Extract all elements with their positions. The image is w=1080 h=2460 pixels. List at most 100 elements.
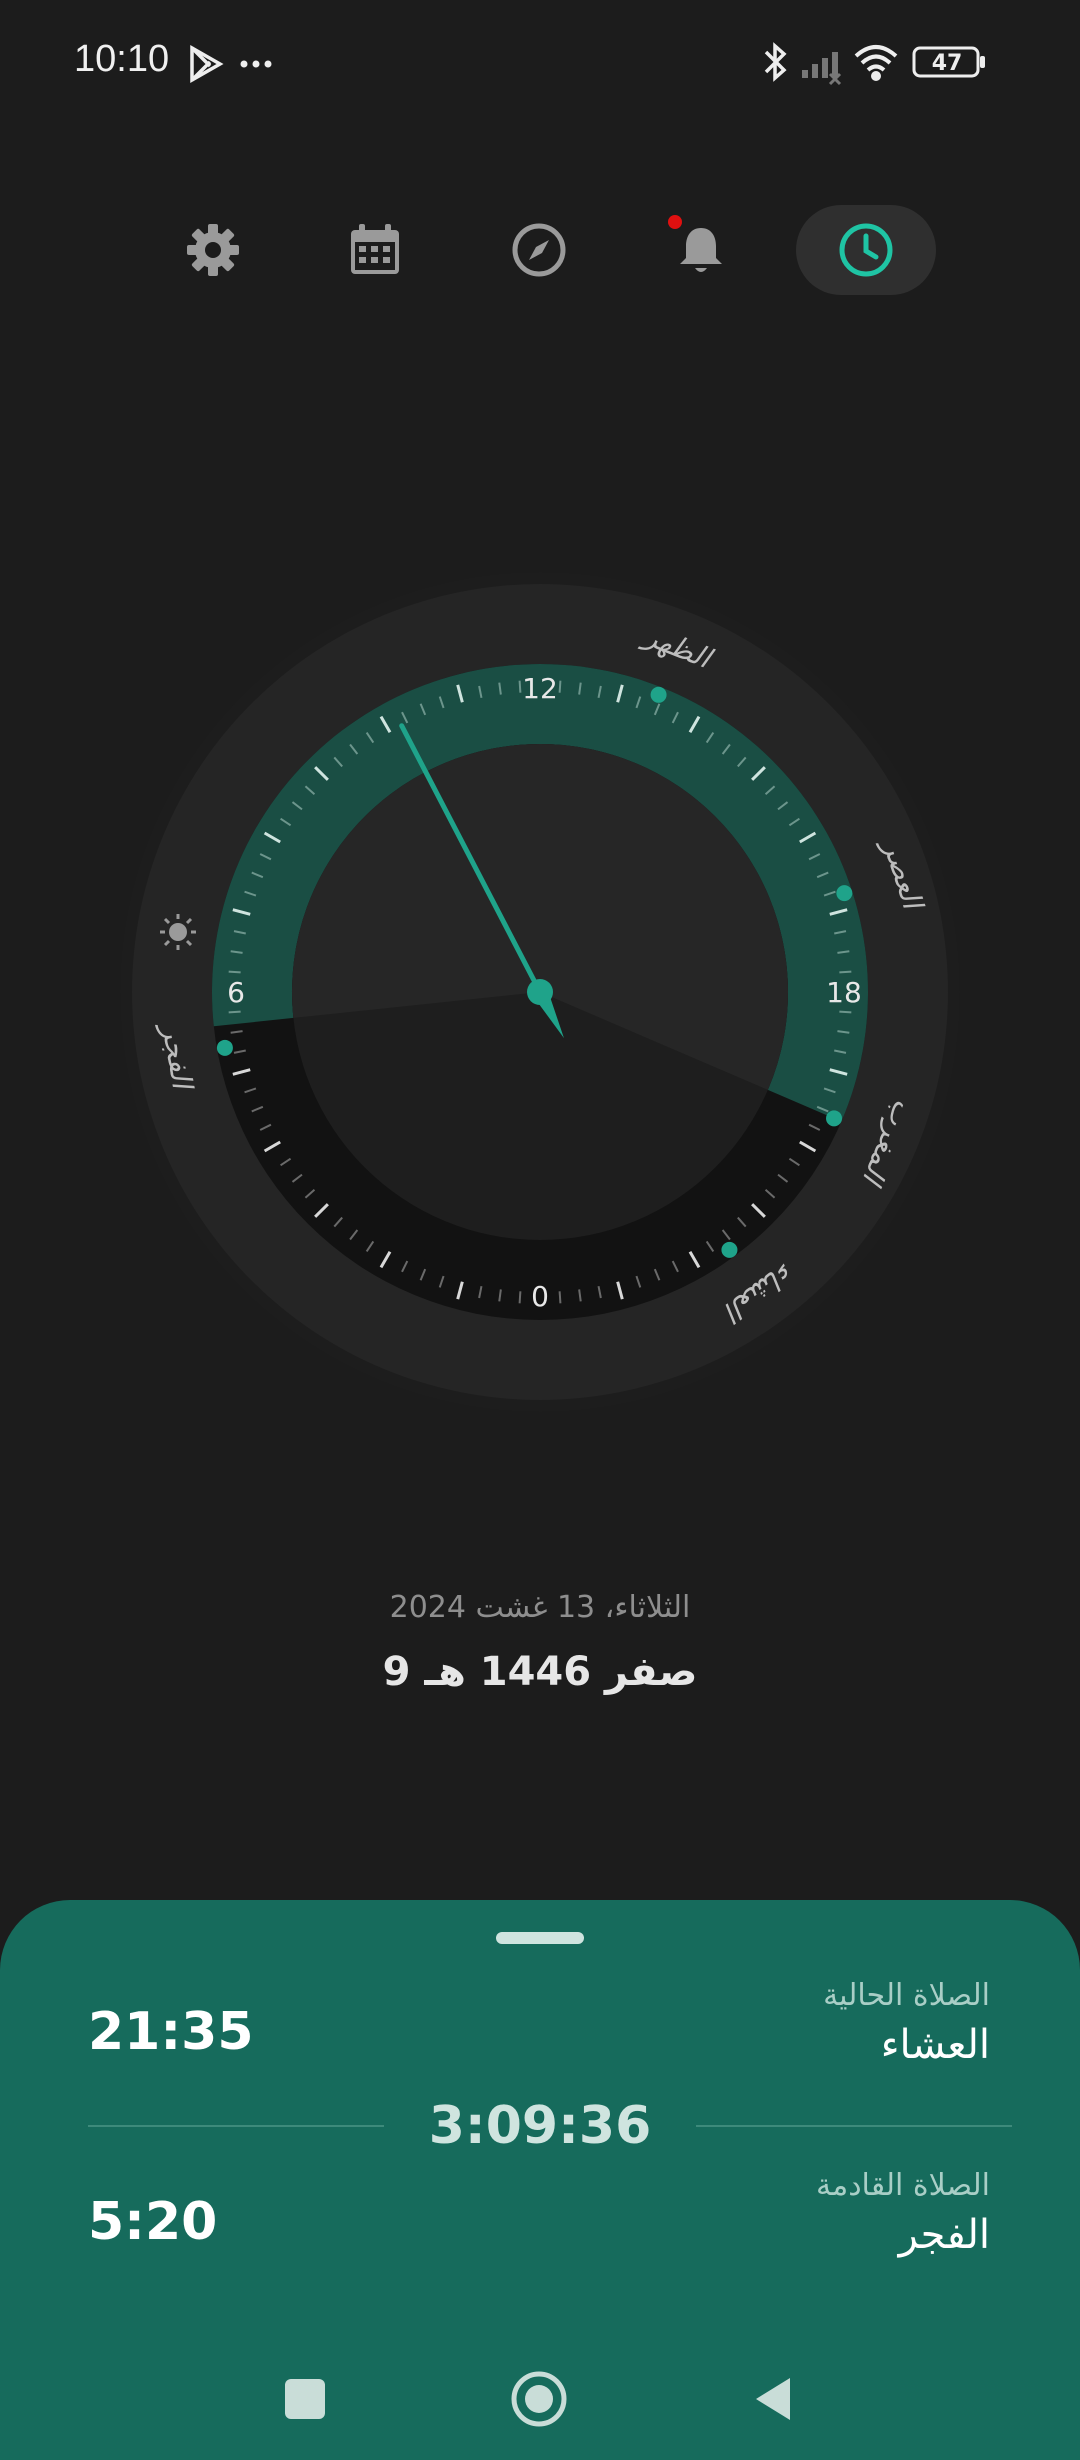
tick-mark: [635, 696, 642, 709]
hour-label: 18: [826, 976, 862, 1009]
tick-mark: [228, 1010, 241, 1014]
tick-mark: [365, 732, 375, 744]
tick-mark: [837, 950, 850, 954]
tick-mark: [280, 1157, 292, 1167]
tick-mark: [558, 680, 562, 693]
tick-mark: [244, 1087, 257, 1094]
tick-mark: [834, 930, 847, 935]
hijri-date: 9 صفر 1446 هـ: [382, 1649, 698, 1695]
tick-mark: [232, 1068, 251, 1076]
tick-mark: [788, 1157, 800, 1167]
tick-mark: [314, 766, 329, 781]
play-store-icon: [190, 44, 224, 84]
dial-face-day: [292, 743, 789, 1090]
tick-mark: [837, 1030, 850, 1034]
tick-mark: [233, 930, 246, 935]
tick-mark: [518, 1291, 522, 1304]
next-prayer-name: الفجر: [898, 2212, 990, 2258]
hour-label: 0: [531, 1280, 549, 1313]
nav-calendar-button[interactable]: [330, 205, 420, 295]
tick-mark: [597, 685, 602, 698]
tick-mark: [597, 1286, 602, 1299]
tick-mark: [291, 1173, 303, 1183]
recents-icon: [285, 2379, 325, 2419]
tick-mark: [653, 703, 661, 716]
tick-mark: [401, 711, 409, 724]
divider-right: [696, 2125, 1012, 2127]
prayer-marker-isha: [721, 1241, 738, 1258]
tick-mark: [419, 1268, 427, 1281]
dial-hand: [399, 723, 564, 1039]
tick-mark: [788, 817, 800, 827]
tick-mark: [737, 1216, 747, 1228]
tick-mark: [635, 1275, 642, 1288]
tick-mark: [777, 801, 789, 811]
back-button[interactable]: [740, 2364, 810, 2434]
tick-mark: [228, 970, 241, 974]
tick-mark: [251, 871, 264, 879]
tick-mark: [456, 684, 464, 703]
bluetooth-icon: [764, 42, 787, 82]
tick-mark: [834, 1049, 847, 1054]
dial-ticks: [228, 680, 852, 1304]
tick-mark: [737, 756, 747, 768]
tick-mark: [688, 1251, 701, 1269]
prayer-sheet[interactable]: الصلاة الحالية العشاء 21:35 3:09:36 الصل…: [0, 1900, 1080, 2460]
tick-mark: [816, 1105, 829, 1113]
tick-mark: [401, 1260, 409, 1273]
tick-mark: [671, 711, 679, 724]
tick-mark: [304, 785, 316, 795]
tick-mark: [232, 908, 251, 916]
battery-icon: [912, 46, 985, 78]
tick-mark: [333, 756, 343, 768]
status-left-icons: [190, 44, 272, 84]
tick-mark: [438, 1275, 445, 1288]
tick-mark: [816, 871, 829, 879]
signal-icon: [802, 52, 842, 86]
tick-mark: [751, 1203, 766, 1218]
dial-day-segment: [211, 664, 868, 1122]
tick-mark: [839, 1010, 852, 1014]
tick-mark: [705, 1240, 715, 1252]
tick-mark: [233, 1049, 246, 1054]
tick-mark: [280, 817, 292, 827]
calendar-icon: [351, 224, 399, 274]
top-navigation: [0, 205, 1080, 295]
dial-hour-labels: 12 18 0 6: [227, 672, 862, 1313]
tick-mark: [419, 703, 427, 716]
tick-mark: [829, 1068, 848, 1076]
tick-mark: [829, 908, 848, 916]
divider-left: [88, 2125, 384, 2127]
gear-icon: [187, 224, 239, 276]
tick-mark: [379, 715, 392, 733]
tick-mark: [259, 1123, 272, 1131]
tick-mark: [721, 1229, 731, 1241]
prayer-marker-dhuhr: [650, 686, 667, 703]
status-right-icons: 47: [760, 38, 1020, 88]
nav-settings-button[interactable]: [168, 205, 258, 295]
prayer-marker-maghrib: [826, 1110, 843, 1127]
tick-mark: [823, 890, 836, 897]
tick-mark: [616, 1281, 624, 1300]
status-bar: 10:10 47: [0, 0, 1080, 130]
tick-mark: [314, 1203, 329, 1218]
nav-qibla-button[interactable]: [494, 205, 584, 295]
nav-prayer-times-button[interactable]: [796, 205, 936, 295]
nav-alerts-button[interactable]: [656, 205, 746, 295]
clock-icon: [839, 223, 893, 277]
hour-label: 6: [227, 976, 245, 1009]
system-nav-bar: [0, 2340, 1080, 2460]
tick-mark: [799, 831, 817, 844]
home-button[interactable]: [504, 2364, 574, 2434]
tick-mark: [839, 970, 852, 974]
tick-mark: [230, 1030, 243, 1034]
hour-label: 12: [522, 672, 558, 705]
tick-mark: [498, 1289, 502, 1302]
sheet-handle[interactable]: [496, 1932, 584, 1944]
tick-mark: [333, 1216, 343, 1228]
battery-level: 47: [931, 51, 963, 76]
tick-mark: [365, 1240, 375, 1252]
tick-mark: [671, 1260, 679, 1273]
tick-mark: [518, 680, 522, 693]
recents-button[interactable]: [270, 2364, 340, 2434]
